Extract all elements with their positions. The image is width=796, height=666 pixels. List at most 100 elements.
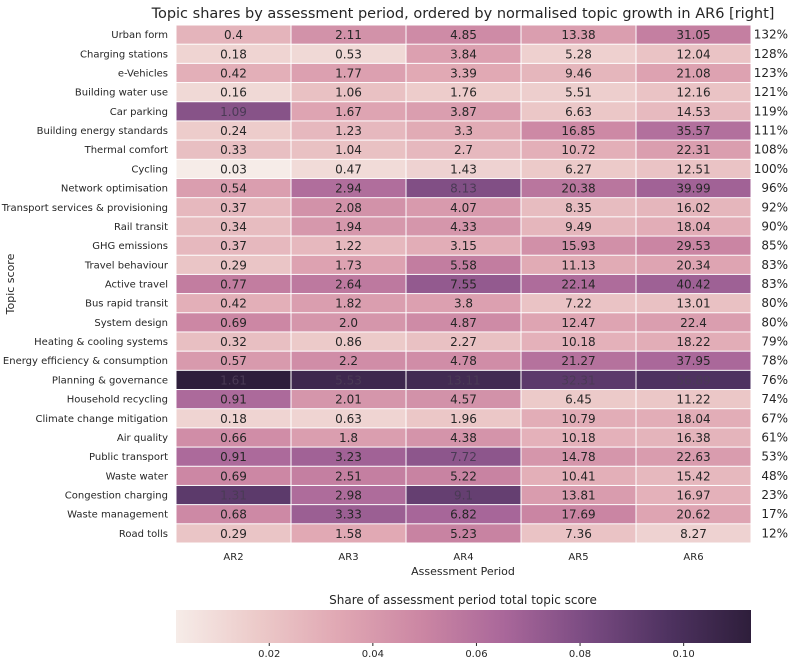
growth-label: 108%	[754, 143, 788, 157]
heatmap-cell	[521, 178, 636, 198]
cell-value-label: 0.91	[220, 393, 247, 407]
cell-value-label: 18.22	[676, 335, 710, 349]
growth-label: 23%	[761, 488, 788, 502]
heatmap-cell	[521, 255, 636, 274]
heatmap-cell	[636, 409, 751, 428]
cell-value-label: 20.34	[676, 258, 710, 272]
colorbar-ticks: 0.02 0.04 0.06 0.08 0.10	[258, 643, 695, 660]
heatmap-cell	[176, 44, 291, 63]
growth-label: 128%	[754, 47, 788, 61]
cell-value-label: 4.87	[450, 316, 477, 330]
cell-value-label: 14.53	[676, 105, 710, 119]
cell-value-label: 2.27	[450, 335, 477, 349]
heatmap-cell	[521, 140, 636, 159]
heatmap-cell	[176, 466, 291, 485]
cell-value-label: 20.38	[561, 182, 595, 196]
heatmap-cell	[291, 159, 406, 178]
heatmap-cell	[176, 313, 291, 332]
heatmap-cell	[406, 332, 521, 351]
heatmap-cell	[291, 198, 406, 217]
growth-label: 90%	[761, 219, 788, 233]
growth-label: 76%	[761, 373, 788, 387]
cell-value-label: 7.72	[450, 450, 477, 464]
heatmap-cell	[291, 524, 406, 543]
heatmap-cell	[406, 44, 521, 63]
growth-label: 121%	[754, 85, 788, 99]
heatmap-cell	[176, 140, 291, 159]
heatmap-cell	[636, 102, 751, 121]
heatmap-cell	[406, 447, 521, 466]
colorbar-label: Share of assessment period total topic s…	[329, 593, 597, 607]
cell-value-label: 0.57	[220, 354, 247, 368]
heatmap-cell	[291, 274, 406, 294]
cell-value-label: 5.23	[450, 527, 477, 541]
heatmap-cell	[636, 159, 751, 178]
heatmap-cell	[291, 217, 406, 236]
row-label: Waste water	[106, 471, 169, 482]
heatmap-cell	[406, 370, 521, 390]
heatmap-cell	[636, 351, 751, 370]
heatmap-cell	[406, 485, 521, 505]
growth-label: 17%	[761, 507, 788, 521]
cell-value-label: 0.53	[335, 47, 362, 61]
heatmap-cell	[176, 159, 291, 178]
cell-value-label: 0.68	[220, 508, 247, 522]
heatmap-cell	[636, 370, 751, 390]
heatmap-cell	[636, 255, 751, 274]
heatmap-cell	[521, 428, 636, 447]
heatmap-cell	[636, 505, 751, 524]
cell-value-label: 35.57	[676, 124, 710, 138]
heatmap-cell	[636, 274, 751, 294]
colorbar-tick-label: 0.06	[465, 649, 487, 660]
cell-value-label: 6.82	[450, 508, 477, 522]
growth-label: 111%	[754, 124, 788, 138]
cell-value-label: 9.46	[565, 66, 592, 80]
heatmap-cell	[291, 140, 406, 159]
cell-value-label: 18.04	[676, 412, 710, 426]
cell-value-label: 10.18	[561, 431, 595, 445]
heatmap-cell	[176, 198, 291, 217]
heatmap-cell	[406, 217, 521, 236]
cell-value-label: 0.29	[220, 258, 247, 272]
heatmap-cell	[291, 428, 406, 447]
heatmap-cell	[176, 83, 291, 102]
row-label: Urban form	[111, 30, 168, 41]
growth-label: 132%	[754, 28, 788, 42]
heatmap-cell	[291, 466, 406, 485]
row-label: System design	[94, 318, 168, 329]
cell-value-label: 1.06	[335, 86, 362, 100]
column-label: AR6	[683, 552, 703, 563]
heatmap-cell	[636, 466, 751, 485]
growth-label: 92%	[761, 200, 788, 214]
heatmap-cell	[291, 121, 406, 140]
cell-value-label: 29.53	[676, 239, 710, 253]
heatmap-cell	[176, 63, 291, 83]
cell-value-label: 1.09	[220, 105, 247, 119]
colorbar-tick-label: 0.10	[673, 649, 695, 660]
heatmap-cell	[521, 505, 636, 524]
heatmap-cell	[521, 294, 636, 313]
heatmap-cell	[291, 102, 406, 121]
heatmap-cell	[406, 274, 521, 294]
heatmap-cell	[176, 351, 291, 370]
chart-title: Topic shares by assessment period, order…	[151, 6, 775, 22]
heatmap-cell	[291, 409, 406, 428]
cell-value-label: 4.33	[450, 220, 477, 234]
cell-value-label: 16.02	[676, 201, 710, 215]
cell-value-label: 13.38	[561, 28, 595, 42]
heatmap-cell	[291, 390, 406, 409]
heatmap-cell	[521, 332, 636, 351]
heatmap-cell	[176, 274, 291, 294]
cell-value-label: 0.47	[335, 162, 362, 176]
heatmap-cell	[636, 217, 751, 236]
heatmap-cell	[406, 428, 521, 447]
growth-label: 85%	[761, 239, 788, 253]
cell-value-label: 22.4	[680, 316, 707, 330]
growth-label: 80%	[761, 296, 788, 310]
row-label: Travel behaviour	[84, 260, 169, 271]
heatmap-cell	[521, 121, 636, 140]
cell-value-label: 8.35	[565, 201, 592, 215]
column-label: AR5	[568, 552, 588, 563]
heatmap-cell	[176, 447, 291, 466]
cell-value-label: 0.54	[220, 182, 247, 196]
